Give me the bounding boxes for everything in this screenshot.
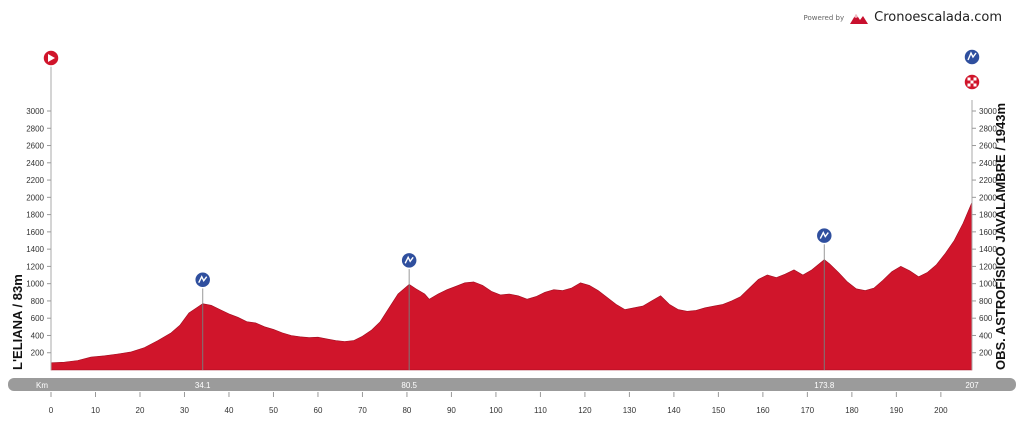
y-tick-label-left: 3000 (26, 107, 44, 116)
powered-by-label: Powered by (803, 13, 845, 22)
checkered-square (967, 83, 971, 87)
y-tick-label-left: 2600 (26, 142, 44, 151)
checkered-square (970, 80, 974, 84)
y-tick-label-right: 3000 (979, 107, 997, 116)
start-location-label: L'ELIANA / 83m (10, 274, 25, 370)
y-tick-label-left: 400 (31, 331, 45, 340)
y-tick-label-left: 2000 (26, 193, 44, 202)
finish-location-label: OBS. ASTROFÍSICO JAVALAMBRE / 1943m (993, 103, 1008, 370)
elevation-profile-area (50, 202, 973, 371)
x-tick-label: 80 (402, 406, 411, 415)
y-tick-label-left: 200 (31, 349, 45, 358)
y-tick-label-left: 2800 (26, 124, 44, 133)
y-tick-label-right: 2200 (979, 176, 997, 185)
site-name: Cronoescalada.com (874, 10, 1002, 25)
branding: Powered by Cronoescalada.com (804, 10, 1002, 25)
x-tick-label: 110 (534, 406, 547, 415)
x-tick-label: 20 (136, 406, 145, 415)
y-tick-label-right: 200 (979, 349, 993, 358)
x-tick-label: 90 (447, 406, 456, 415)
x-tick-label: 40 (225, 406, 234, 415)
checkered-square (973, 83, 977, 87)
x-tick-label: 0 (49, 406, 54, 415)
x-tick-label: 10 (91, 406, 100, 415)
km-marker-label: 80.5 (401, 381, 417, 390)
km-marker-label: 173.8 (814, 381, 835, 390)
km-bar-label: Km (36, 381, 48, 390)
x-tick-label: 150 (712, 406, 726, 415)
y-tick-label-right: 1400 (979, 245, 997, 254)
mountain-logo-icon (850, 13, 869, 24)
x-tick-label: 180 (845, 406, 859, 415)
x-tick-label: 170 (801, 406, 815, 415)
y-tick-label-right: 2800 (979, 124, 997, 133)
y-tick-label-right: 800 (979, 297, 993, 306)
climb-icon-glyph (819, 231, 829, 239)
y-tick-label-left: 600 (31, 314, 45, 323)
y-tick-label-left: 1600 (26, 228, 44, 237)
summit-finish-icon (963, 48, 981, 66)
km-bar (8, 378, 1016, 391)
y-tick-label-left: 1200 (26, 262, 44, 271)
y-tick-label-right: 2400 (979, 159, 997, 168)
checkered-square (967, 77, 971, 81)
km-marker-label: 34.1 (195, 381, 211, 390)
x-tick-label: 60 (314, 406, 323, 415)
start-play-glyph (48, 54, 55, 62)
y-tick-label-right: 1600 (979, 228, 997, 237)
x-tick-label: 100 (489, 406, 503, 415)
x-tick-label: 120 (578, 406, 592, 415)
x-tick-label: 190 (890, 406, 904, 415)
y-tick-label-right: 1800 (979, 211, 997, 220)
y-tick-label-right: 2000 (979, 193, 997, 202)
x-tick-label: 130 (623, 406, 637, 415)
x-tick-label: 30 (180, 406, 189, 415)
x-tick-label: 50 (269, 406, 278, 415)
y-tick-label-right: 2600 (979, 142, 997, 151)
climb-icon-glyph (198, 275, 208, 284)
y-tick-label-left: 1800 (26, 211, 44, 220)
y-tick-label-right: 400 (979, 331, 993, 340)
checkered-square (973, 77, 977, 81)
y-tick-label-left: 800 (31, 297, 45, 306)
y-tick-label-left: 1000 (26, 280, 44, 289)
climb-icon-glyph (404, 255, 414, 264)
y-tick-label-left: 2200 (26, 176, 44, 185)
y-tick-label-right: 1000 (979, 280, 997, 289)
x-tick-label: 200 (934, 406, 948, 415)
y-tick-label-right: 600 (979, 314, 993, 323)
km-marker-label: 207 (965, 381, 979, 390)
x-tick-label: 160 (756, 406, 770, 415)
summit-icon-glyph (967, 51, 977, 61)
x-tick-label: 70 (358, 406, 367, 415)
y-tick-label-right: 1200 (979, 262, 997, 271)
y-tick-label-left: 1400 (26, 245, 44, 254)
x-tick-label: 140 (667, 406, 681, 415)
y-tick-label-left: 2400 (26, 159, 44, 168)
